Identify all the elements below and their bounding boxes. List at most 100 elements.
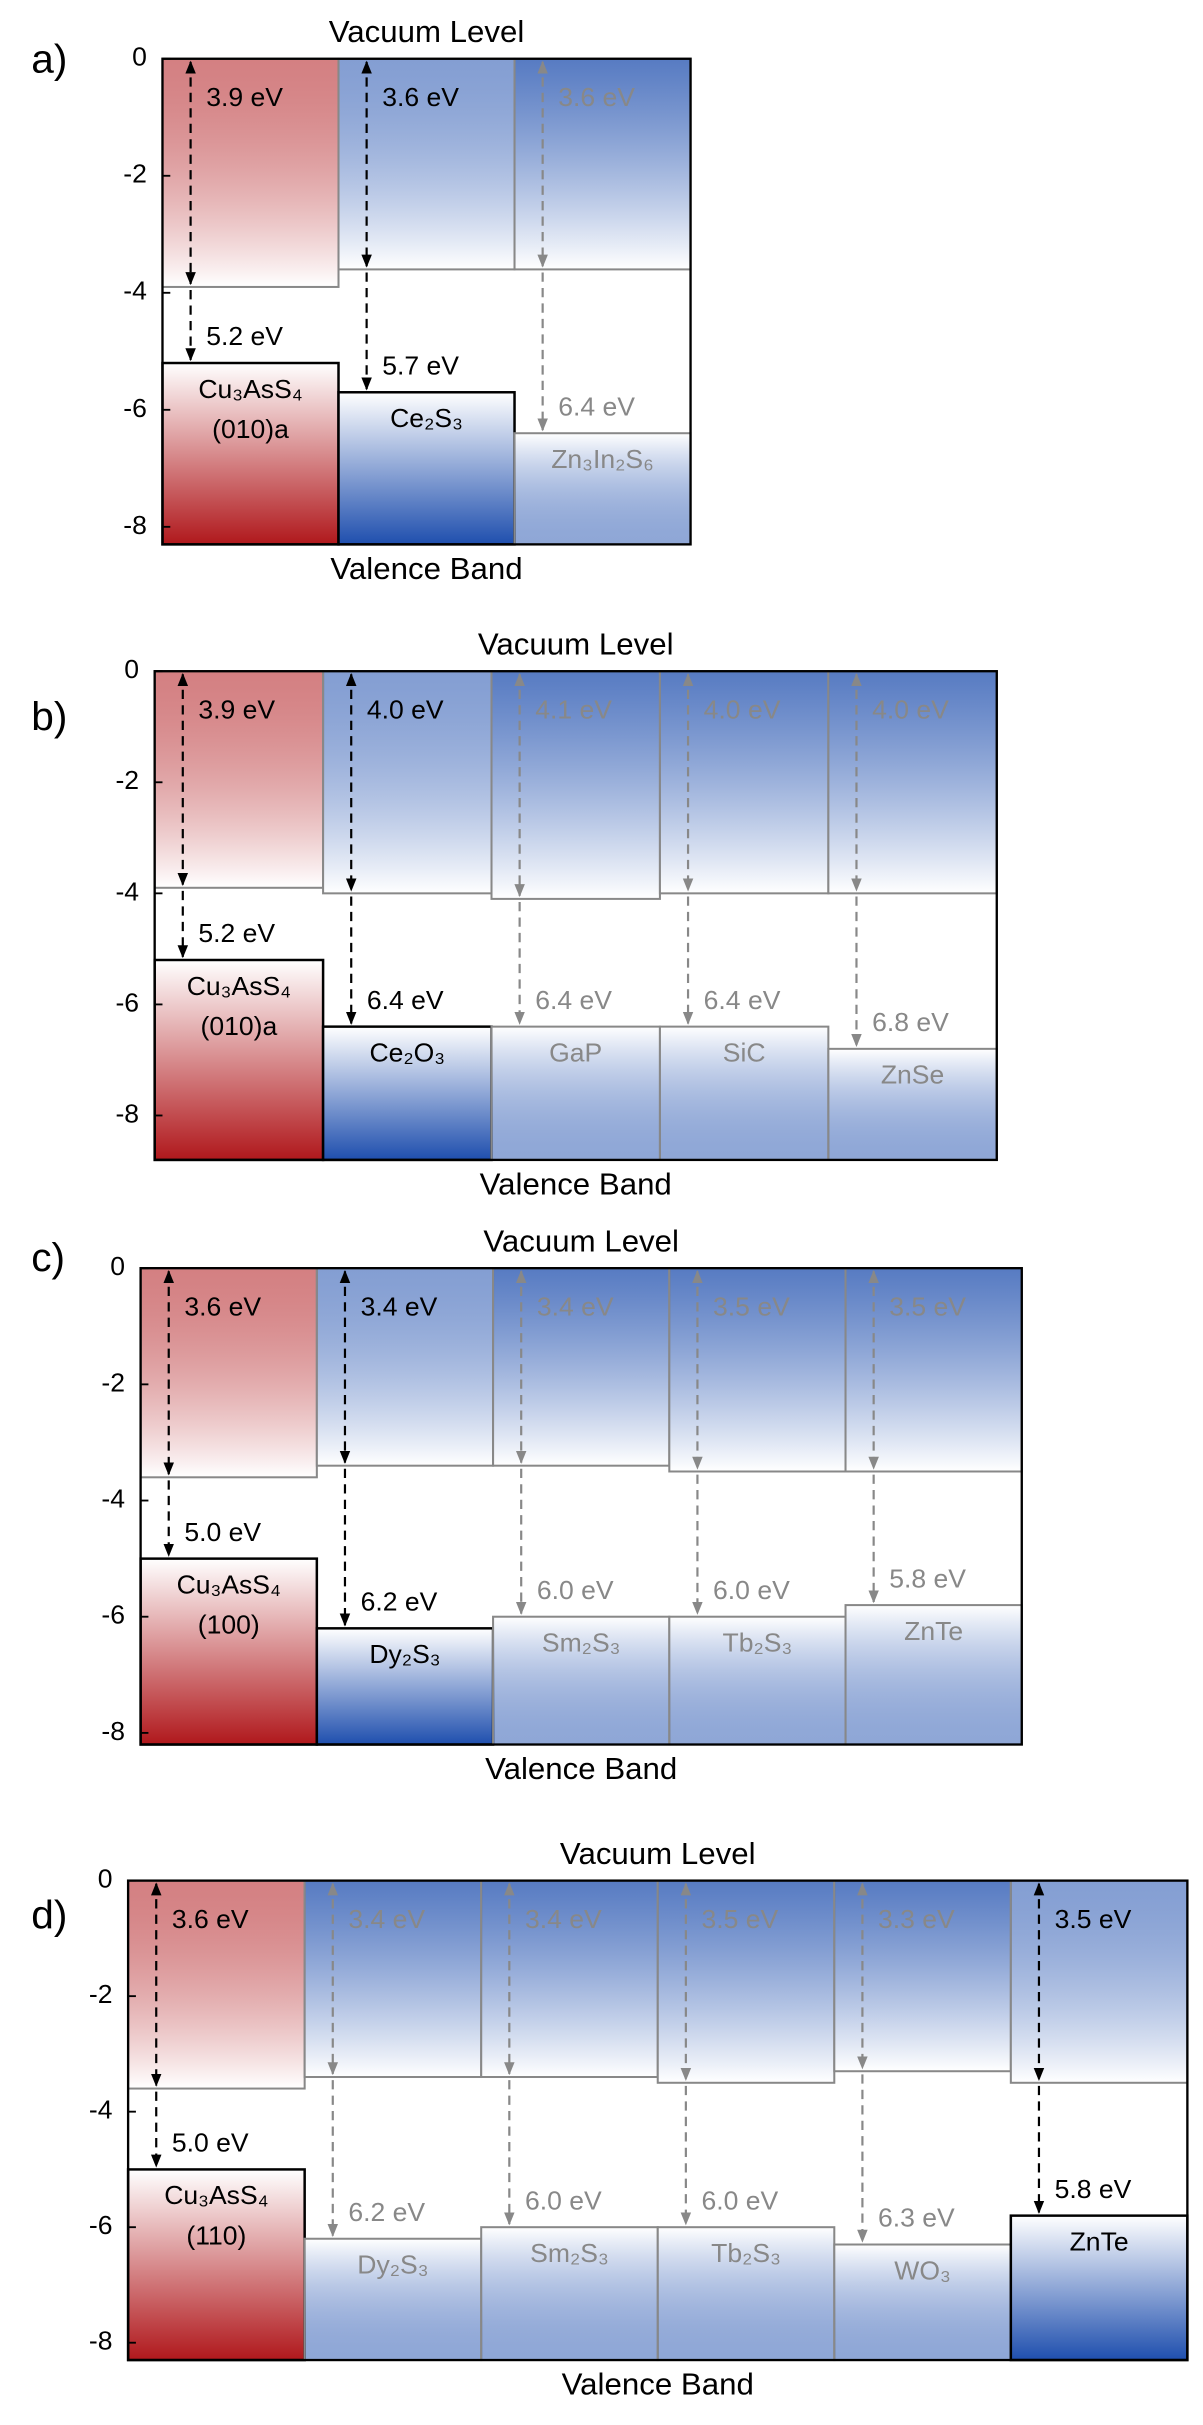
valence-box (490, 1025, 661, 1161)
y-tick-label: -6 (89, 2210, 113, 2240)
material-name: Tb₂S₃ (711, 2238, 781, 2268)
ionization-label: 6.2 eV (361, 1587, 438, 1617)
y-tick-label: -2 (89, 1979, 113, 2009)
material-name: GaP (549, 1038, 602, 1068)
valence-box (315, 1627, 495, 1746)
y-tick-label: -6 (115, 987, 139, 1017)
chart-title: Vacuum Level (329, 14, 525, 49)
y-tick-label: 0 (98, 1864, 113, 1894)
affinity-label: 3.6 eV (382, 82, 459, 112)
ionization-label: 6.0 eV (713, 1575, 790, 1605)
x-axis-label: Valence Band (562, 2367, 754, 2402)
material-name: Ce₂O₃ (369, 1038, 445, 1068)
material-name: WO₃ (894, 2255, 951, 2285)
material-name: Cu₃AsS₄ (164, 2180, 268, 2210)
ionization-label: 6.8 eV (872, 1007, 949, 1037)
material-name: Dy₂S₃ (369, 1639, 440, 1669)
affinity-label: 3.9 eV (198, 694, 275, 724)
ionization-label: 6.4 eV (558, 392, 635, 422)
material-name: SiC (723, 1038, 766, 1068)
y-tick-label: -8 (115, 1099, 139, 1129)
panel-label: b) (31, 693, 67, 739)
ionization-label: 6.2 eV (348, 2197, 425, 2227)
ionization-label: 6.3 eV (878, 2203, 955, 2233)
ionization-label: 5.0 eV (184, 1517, 261, 1547)
panel-label: c) (31, 1234, 65, 1280)
material-name: Cu₃AsS₄ (198, 374, 302, 404)
ionization-label: 6.4 eV (367, 985, 444, 1015)
affinity-label: 4.1 eV (535, 694, 612, 724)
ionization-label: 5.2 eV (206, 321, 283, 351)
material-name: ZnSe (881, 1060, 944, 1090)
material-facet: (010)a (201, 1011, 278, 1041)
ionization-label: 5.8 eV (1055, 2174, 1132, 2204)
ionization-label: 5.8 eV (889, 1563, 966, 1593)
affinity-label: 3.5 eV (713, 1291, 790, 1321)
affinity-label: 3.3 eV (878, 1904, 955, 1934)
material-name: Ce₂S₃ (390, 403, 463, 433)
plot-frame (126, 1879, 1189, 2362)
y-tick-label: -2 (101, 1367, 125, 1397)
material-name: ZnTe (1070, 2227, 1129, 2257)
ionization-label: 6.0 eV (537, 1575, 614, 1605)
y-tick-label: -8 (123, 510, 147, 540)
material-facet: (010)a (212, 414, 289, 444)
x-axis-label: Valence Band (485, 1751, 677, 1786)
affinity-label: 3.5 eV (1055, 1904, 1132, 1934)
y-tick-label: -8 (89, 2326, 113, 2356)
y-tick-label: 0 (110, 1251, 125, 1281)
ionization-label: 6.4 eV (704, 985, 781, 1015)
material-facet: (110) (186, 2221, 246, 2251)
valence-box (492, 1615, 671, 1746)
ionization-label: 5.7 eV (382, 351, 459, 381)
material-name: Sm₂S₃ (542, 1628, 621, 1658)
affinity-label: 3.4 eV (525, 1904, 602, 1934)
affinity-label: 4.0 eV (367, 694, 444, 724)
ionization-label: 5.0 eV (172, 2128, 249, 2158)
valence-box (321, 1025, 493, 1162)
affinity-label: 4.0 eV (872, 694, 949, 724)
valence-box (844, 1604, 1023, 1746)
y-tick-label: -4 (123, 276, 147, 306)
affinity-label: 3.9 eV (206, 82, 283, 112)
valence-box (480, 2226, 659, 2362)
material-facet: (100) (198, 1610, 260, 1640)
material-name: Sm₂S₃ (530, 2238, 609, 2268)
valence-box (1009, 2214, 1189, 2362)
plot-frame (161, 57, 692, 546)
ionization-label: 5.2 eV (198, 918, 275, 948)
valence-box (153, 958, 325, 1162)
chart-title: Vacuum Level (560, 1836, 756, 1871)
affinity-label: 3.4 eV (348, 1904, 425, 1934)
valence-box (513, 432, 692, 546)
material-name: Cu₃AsS₄ (187, 971, 291, 1001)
material-name: ZnTe (904, 1616, 963, 1646)
y-tick-label: 0 (132, 42, 147, 72)
affinity-label: 3.6 eV (558, 82, 635, 112)
y-tick-label: -4 (115, 876, 139, 906)
chart-title: Vacuum Level (478, 627, 674, 662)
ionization-label: 6.0 eV (525, 2186, 602, 2216)
affinity-label: 3.4 eV (361, 1291, 438, 1321)
valence-box (658, 1025, 830, 1161)
panel-label: d) (31, 1892, 67, 1938)
plot-frame (139, 1267, 1023, 1746)
y-tick-label: 0 (124, 654, 139, 684)
material-name: Cu₃AsS₄ (177, 1570, 281, 1600)
material-name: Dy₂S₃ (357, 2250, 428, 2280)
valence-box (337, 391, 516, 546)
valence-box (656, 2226, 836, 2362)
valence-box (139, 1557, 319, 1746)
y-tick-label: -4 (89, 2095, 113, 2125)
valence-box (668, 1615, 847, 1746)
y-tick-label: -4 (101, 1484, 125, 1514)
ionization-label: 6.0 eV (701, 2186, 778, 2216)
material-name: Tb₂S₃ (723, 1628, 793, 1658)
affinity-label: 3.5 eV (701, 1904, 778, 1934)
x-axis-label: Valence Band (330, 551, 522, 586)
plot-frame (153, 670, 998, 1162)
affinity-label: 4.0 eV (704, 694, 781, 724)
y-tick-label: -2 (123, 159, 147, 189)
y-tick-label: -2 (115, 765, 139, 795)
